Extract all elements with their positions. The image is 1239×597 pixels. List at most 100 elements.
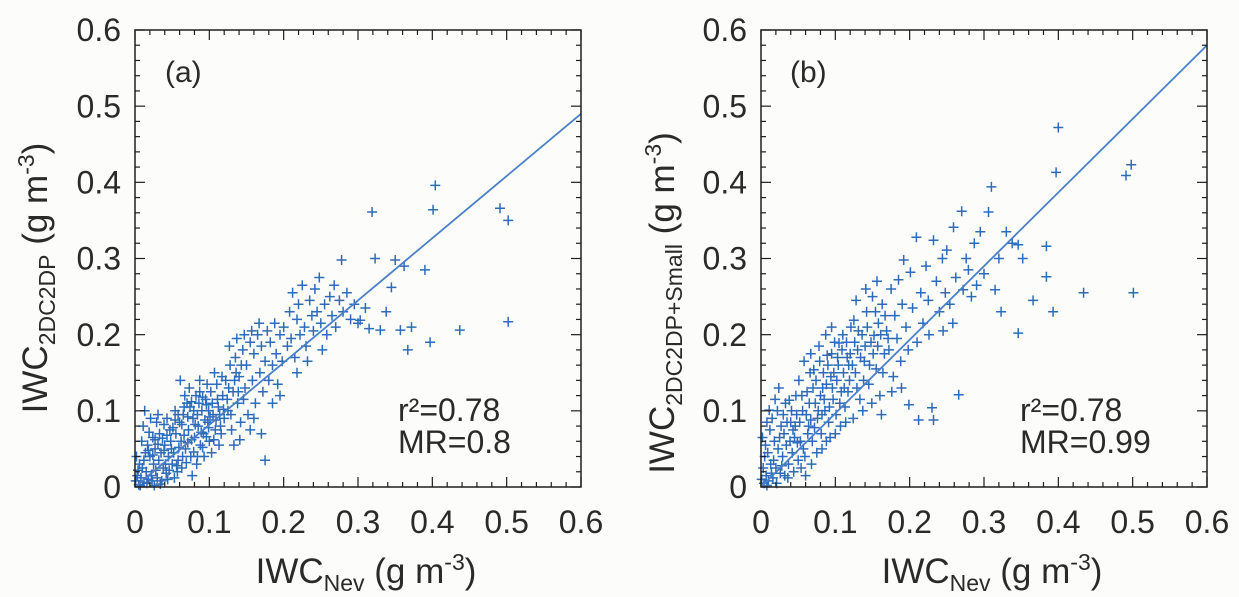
data-point (835, 421, 846, 432)
data-point (990, 284, 1001, 295)
data-point (185, 402, 195, 412)
data-point (327, 310, 337, 321)
data-point (779, 470, 790, 481)
x-tick-label: 0 (752, 504, 770, 540)
y-tick-label: 0.6 (703, 12, 747, 48)
data-point (330, 322, 341, 333)
y-tick-label: 0.3 (703, 241, 747, 277)
data-point (886, 284, 897, 294)
data-point (921, 261, 931, 272)
data-point (892, 333, 902, 344)
data-point (928, 415, 939, 425)
x-axis-title-main: IWC (882, 552, 950, 591)
data-point (245, 337, 256, 348)
data-point (836, 386, 847, 397)
data-point (263, 375, 274, 386)
data-point (284, 306, 295, 317)
data-point (199, 451, 210, 462)
data-point (178, 409, 189, 420)
data-point (1121, 170, 1131, 181)
data-point (321, 329, 332, 340)
data-point (419, 264, 430, 275)
data-point (833, 360, 844, 371)
data-point (234, 434, 245, 445)
data-point (927, 402, 937, 413)
data-point (761, 417, 772, 428)
data-point (213, 402, 224, 412)
data-point (299, 322, 310, 333)
data-point (241, 360, 252, 371)
data-point (814, 356, 825, 367)
tick-labels: 0 0.1 0.2 0.3 0.4 0.5 0.6 0 0.1 0.2 0.3 0.4 0.5 0.6 (77, 12, 604, 540)
data-point (176, 463, 187, 473)
data-point (819, 394, 830, 405)
data-point (912, 337, 923, 348)
data-point (806, 459, 817, 470)
data-point (254, 318, 265, 329)
x-axis-title-end: ) (1091, 552, 1103, 591)
data-point (138, 455, 149, 466)
panel-a: 0 0.1 0.2 0.3 0.4 0.5 0.6 0 0.1 0.2 0.3 0.4 0.5 0.6 (… (13, 12, 603, 596)
y-axis-title-exponent: -3 (13, 154, 39, 174)
data-point (886, 386, 897, 397)
data-point (267, 398, 278, 409)
data-point (145, 413, 156, 424)
data-point (336, 255, 347, 265)
data-point (848, 315, 859, 326)
data-point (819, 405, 830, 416)
y-tick-label: 0.3 (77, 241, 121, 277)
data-point (905, 267, 916, 278)
data-point (315, 318, 326, 329)
data-point (167, 422, 178, 433)
data-point (205, 386, 216, 397)
data-point (220, 375, 231, 386)
x-tick-label: 0.5 (484, 504, 528, 540)
data-point (901, 322, 911, 333)
data-point (292, 367, 302, 378)
x-tick-label: 0.6 (559, 504, 603, 540)
data-point (201, 399, 212, 410)
data-point (217, 390, 228, 401)
data-point (1048, 306, 1059, 317)
data-point (329, 280, 340, 291)
x-axis-title: IWCNev (g m-3) (882, 549, 1103, 596)
data-point (314, 272, 325, 283)
data-point (852, 344, 863, 355)
data-point (805, 348, 816, 359)
data-point (948, 222, 959, 233)
data-point (1041, 271, 1052, 282)
data-point (176, 436, 187, 447)
data-point (148, 459, 159, 470)
data-point (211, 379, 222, 390)
data-point (811, 375, 821, 386)
x-axis-title-end: ) (465, 552, 477, 591)
data-point (386, 282, 397, 293)
data-point (794, 417, 805, 428)
data-point (200, 394, 211, 405)
data-point (179, 390, 190, 401)
data-point (239, 329, 250, 340)
data-point (370, 253, 381, 264)
panel-label: (a) (165, 56, 202, 89)
data-point (786, 405, 797, 416)
data-point (903, 344, 914, 355)
data-point (837, 344, 847, 355)
x-axis-title-unit: (g m (365, 552, 445, 591)
panel-b: 0 0.1 0.2 0.3 0.4 0.5 0.6 0 0.1 0.2 0.3 0.4 0.5 0.6 (… (640, 12, 1229, 596)
data-point (402, 344, 413, 355)
data-point (503, 316, 514, 327)
data-point (923, 295, 934, 306)
data-point (147, 432, 158, 443)
y-axis-title-end: ) (16, 143, 55, 155)
x-tick-label: 0 (126, 504, 144, 540)
plot-frame (134, 29, 582, 488)
data-point (187, 470, 198, 481)
data-point (153, 455, 164, 466)
r-squared-annotation: r²=0.78 (398, 392, 500, 428)
data-point (953, 389, 964, 400)
data-point (170, 405, 181, 416)
data-point (144, 427, 155, 438)
data-point (966, 291, 977, 302)
data-point (170, 415, 181, 425)
data-point (867, 291, 878, 302)
